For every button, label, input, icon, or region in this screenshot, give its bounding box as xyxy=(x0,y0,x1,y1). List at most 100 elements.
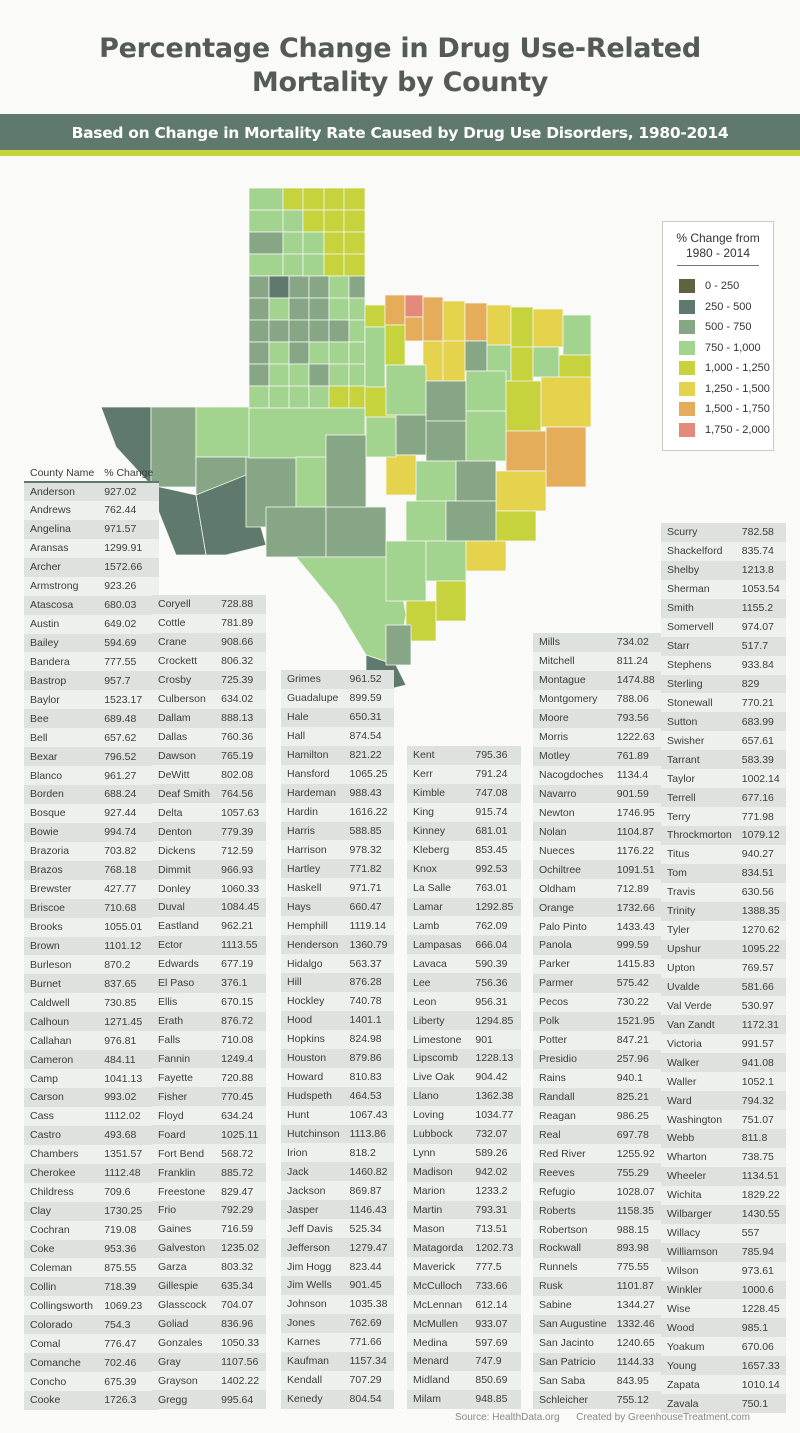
county-name: Eastland xyxy=(152,916,218,936)
table-row: Bee 689.48 xyxy=(24,709,160,729)
table-row: Henderson 1360.79 xyxy=(281,935,394,955)
table-row: Jackson 869.87 xyxy=(281,1181,394,1201)
county-name: Oldham xyxy=(533,879,613,899)
percent-change-value: 760.36 xyxy=(217,727,266,747)
percent-change-value: 876.28 xyxy=(345,973,394,992)
percent-change-value: 764.56 xyxy=(217,784,266,804)
table-row: Deaf Smith 764.56 xyxy=(152,784,266,804)
legend-item: 1,750 - 2,000 xyxy=(663,420,773,441)
table-row: Lubbock 732.07 xyxy=(407,1124,521,1144)
percent-change-value: 657.61 xyxy=(737,731,786,751)
percent-change-value: 829.47 xyxy=(217,1182,266,1201)
percent-change-value: 763.01 xyxy=(471,878,521,898)
table-row: DeWitt 802.08 xyxy=(152,765,266,785)
county-name: Wilson xyxy=(661,1261,738,1281)
table-row: Atascosa 680.03 xyxy=(24,595,160,615)
county-name: Andrews xyxy=(24,500,101,520)
county-name: Camp xyxy=(24,1069,101,1088)
county-name: Jack xyxy=(281,1162,346,1182)
table-row: Martin 793.31 xyxy=(407,1200,521,1220)
percent-change-value: 675.39 xyxy=(100,1372,160,1391)
percent-change-value: 732.07 xyxy=(471,1124,521,1144)
table-row: Winkler 1000.6 xyxy=(661,1280,786,1300)
percent-change-value: 1730.25 xyxy=(100,1201,160,1221)
percent-change-value: 1028.07 xyxy=(612,1182,661,1202)
county-name: McLennan xyxy=(407,1295,472,1315)
county-name: Reagan xyxy=(533,1106,613,1126)
county-name: Kinney xyxy=(407,821,472,841)
percent-change-value: 933.84 xyxy=(737,655,786,675)
county-name: Lampasas xyxy=(407,935,472,955)
percent-change-value: 650.31 xyxy=(345,707,394,727)
table-row: Mills 734.02 xyxy=(533,633,661,652)
table-row: Kimble 747.08 xyxy=(407,783,521,803)
county-name: Stephens xyxy=(661,655,738,675)
county-name: Shelby xyxy=(661,560,738,580)
percent-change-value: 1233.2 xyxy=(471,1181,521,1201)
table-row: Wood 985.1 xyxy=(661,1318,786,1338)
table-row: Coryell 728.88 xyxy=(152,595,266,614)
legend-swatch xyxy=(679,361,695,376)
percent-change-value: 948.85 xyxy=(471,1389,521,1409)
percent-change-value: 1299.91 xyxy=(100,538,160,558)
county-name: Colorado xyxy=(24,1315,101,1335)
county-name: Shackelford xyxy=(661,541,738,561)
county-name: Madison xyxy=(407,1162,472,1182)
title-line-1: Percentage Change in Drug Use-Related xyxy=(99,33,701,64)
percent-change-value: 802.08 xyxy=(217,765,266,785)
county-name: Bowie xyxy=(24,822,101,842)
table-row: Hale 650.31 xyxy=(281,707,394,727)
table-row: Concho 675.39 xyxy=(24,1372,160,1391)
table-row: Matagorda 1202.73 xyxy=(407,1238,521,1258)
table-row: Hill 876.28 xyxy=(281,973,394,992)
county-name: Jefferson xyxy=(281,1238,346,1258)
table-row: Bandera 777.55 xyxy=(24,652,160,672)
table-row: Wheeler 1134.51 xyxy=(661,1166,786,1186)
percent-change-value: 1292.85 xyxy=(471,897,521,917)
county-name: Lubbock xyxy=(407,1124,472,1144)
percent-change-value: 730.22 xyxy=(612,992,661,1012)
county-name: Fort Bend xyxy=(152,1144,218,1164)
table-row: Callahan 976.81 xyxy=(24,1031,160,1051)
percent-change-value: 843.95 xyxy=(612,1371,661,1391)
table-row: Hansford 1065.25 xyxy=(281,764,394,784)
percent-change-value: 1249.4 xyxy=(217,1049,266,1069)
percent-change-value: 1052.1 xyxy=(737,1072,786,1092)
table-row: Maverick 777.5 xyxy=(407,1257,521,1277)
county-name: Falls xyxy=(152,1030,218,1050)
table-row: Panola 999.59 xyxy=(533,936,661,955)
county-name: Castro xyxy=(24,1125,101,1145)
percent-change-value: 927.44 xyxy=(100,803,160,823)
table-row: Washington 751.07 xyxy=(661,1110,786,1129)
percent-change-value: 992.53 xyxy=(471,859,521,879)
percent-change-value: 870.2 xyxy=(100,955,160,975)
percent-change-value: 973.61 xyxy=(737,1261,786,1281)
table-row: Jefferson 1279.47 xyxy=(281,1238,394,1258)
legend-swatch xyxy=(679,381,695,396)
percent-change-value: 734.02 xyxy=(612,633,661,652)
percent-change-value: 733.66 xyxy=(471,1276,521,1296)
table-row: Camp 1041.13 xyxy=(24,1069,160,1088)
percent-change-value: 791.24 xyxy=(471,764,521,784)
table-row: Llano 1362.38 xyxy=(407,1086,521,1106)
table-row: Nolan 1104.87 xyxy=(533,822,661,842)
percent-change-value: 697.78 xyxy=(612,1125,661,1145)
percent-change-value: 688.24 xyxy=(100,785,160,804)
percent-change-value: 991.57 xyxy=(737,1034,786,1054)
footer: Source: HealthData.org Created by Greenh… xyxy=(455,1412,764,1423)
percent-change-value: 670.06 xyxy=(737,1337,786,1357)
table-row: Cass 1112.02 xyxy=(24,1106,160,1126)
county-name: Guadalupe xyxy=(281,688,346,708)
table-row: San Jacinto 1240.65 xyxy=(533,1333,661,1353)
percent-change-value: 993.02 xyxy=(100,1088,160,1107)
percent-change-value: 1095.22 xyxy=(737,939,786,959)
county-name: Live Oak xyxy=(407,1067,472,1087)
county-name: Randall xyxy=(533,1087,613,1107)
percent-change-value: 1079.12 xyxy=(737,826,786,845)
percent-change-value: 1351.57 xyxy=(100,1144,160,1164)
table-row: Grayson 1402.22 xyxy=(152,1371,266,1391)
county-name: Hardin xyxy=(281,802,346,822)
table-row: Lynn 589.26 xyxy=(407,1143,521,1163)
table-row: Ochiltree 1091.51 xyxy=(533,860,661,880)
table-row: Gonzales 1050.33 xyxy=(152,1333,266,1353)
